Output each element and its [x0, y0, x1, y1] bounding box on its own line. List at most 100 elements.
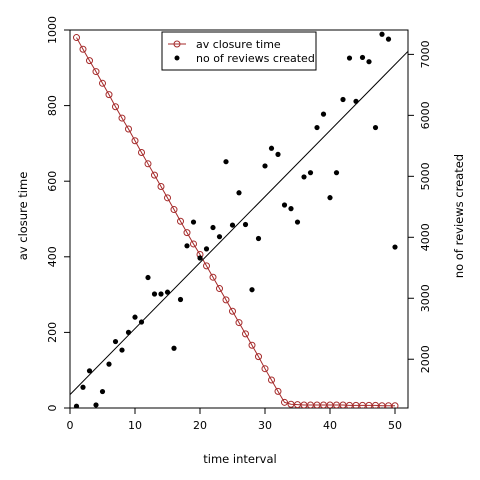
closure-time-point [268, 376, 275, 384]
closure-time-point [216, 285, 223, 293]
reviews-point [275, 151, 281, 157]
closure-time-point [157, 182, 165, 190]
reviews-point [307, 170, 314, 176]
y-left-tick-label: 1000 [46, 16, 59, 44]
closure-time-point [183, 229, 191, 237]
plot-frame [69, 29, 409, 409]
reviews-point [262, 163, 268, 169]
x-tick-label: 40 [323, 419, 337, 432]
y-axis-left-label: av closure time [16, 172, 30, 261]
closure-time-point [287, 400, 295, 408]
x-axis: 0 10 20 30 40 50 [67, 408, 402, 432]
legend-closure-marker [173, 40, 181, 48]
reviews-point [73, 403, 80, 408]
reviews-point [210, 224, 216, 231]
y-right-tick-label: 2000 [419, 345, 432, 373]
closure-time-point [209, 273, 217, 281]
legend-label-closure: av closure time [196, 38, 281, 51]
y-right-tick-label: 5000 [419, 162, 432, 190]
closure-time-point [131, 137, 139, 145]
reviews-point [223, 159, 229, 165]
closure-time-point [170, 206, 178, 214]
closure-time-point [372, 401, 379, 408]
closure-time-point [391, 402, 399, 408]
reviews-point [229, 222, 236, 228]
reviews-point [80, 384, 86, 390]
reviews-point [320, 111, 327, 117]
reviews-point [366, 59, 372, 65]
x-tick-label: 10 [128, 419, 142, 432]
reviews-point [249, 287, 255, 293]
reviews-point [333, 170, 340, 176]
reviews-point [327, 195, 333, 201]
y-left-tick-label: 400 [46, 246, 59, 267]
y-axis-right: 2000 3000 4000 5000 6000 7000 [408, 40, 432, 373]
closure-time-point [222, 296, 230, 304]
reviews-point [86, 368, 93, 374]
reviews-point [392, 244, 398, 250]
reviews-point [145, 274, 151, 281]
x-tick-label: 0 [67, 419, 74, 432]
closure-time-point [261, 365, 269, 373]
reviews-point [106, 361, 112, 367]
legend-label-reviews: no of reviews created [196, 52, 315, 65]
reviews-point [99, 388, 106, 395]
closure-time-point [144, 160, 152, 168]
closure-time-point [112, 103, 119, 111]
plot-area [69, 29, 409, 409]
trend-line [70, 50, 408, 395]
x-tick-label: 50 [388, 419, 402, 432]
closure-time-point [281, 398, 288, 406]
reviews-point [294, 219, 301, 225]
y-axis-left: 0 200 400 600 800 1000 [46, 16, 70, 412]
series-0 [73, 34, 399, 408]
reviews-point [119, 347, 125, 353]
closure-time-point [125, 125, 132, 133]
reviews-point [288, 206, 294, 212]
y-left-tick-label: 800 [46, 95, 59, 116]
closure-time-point [151, 171, 158, 179]
series-2 [70, 50, 408, 395]
reviews-point [255, 235, 262, 242]
reviews-point [340, 96, 346, 103]
reviews-point [216, 234, 223, 240]
y-left-tick-label: 600 [46, 171, 59, 192]
reviews-point [379, 31, 385, 37]
closure-time-point [255, 353, 262, 361]
closure-time-point [164, 194, 171, 202]
reviews-point [171, 345, 177, 351]
reviews-point [281, 202, 288, 208]
reviews-point [151, 291, 158, 297]
y-axis-right-label: no of reviews created [452, 154, 466, 278]
y-left-tick-label: 200 [46, 322, 59, 343]
closure-time-point [235, 319, 243, 327]
closure-time-point [138, 148, 145, 156]
reviews-point [132, 314, 138, 320]
closure-time-point [242, 330, 249, 338]
closure-time-point [339, 401, 347, 408]
reviews-point [112, 338, 119, 345]
reviews-point [190, 219, 197, 225]
reviews-point [346, 55, 353, 61]
x-axis-label: time interval [203, 452, 276, 466]
x-tick-label: 30 [258, 419, 272, 432]
closure-time-point [294, 401, 301, 408]
y-right-tick-label: 6000 [419, 101, 432, 129]
closure-time-point [177, 217, 184, 225]
reviews-point [268, 145, 275, 151]
reviews-point [242, 221, 249, 228]
reviews-point [177, 296, 184, 303]
closure-time-point [73, 34, 80, 42]
reviews-point [158, 291, 164, 297]
x-tick-label: 20 [193, 419, 207, 432]
y-right-tick-label: 7000 [419, 40, 432, 68]
y-left-tick-label: 0 [46, 405, 59, 412]
y-right-tick-label: 4000 [419, 223, 432, 251]
closure-time-point [203, 262, 210, 270]
closure-time-point [229, 307, 236, 315]
reviews-point [372, 124, 379, 131]
closure-time-point [86, 57, 93, 65]
closure-time-point [274, 387, 282, 395]
reviews-point [359, 54, 366, 61]
reviews-point [385, 36, 392, 42]
